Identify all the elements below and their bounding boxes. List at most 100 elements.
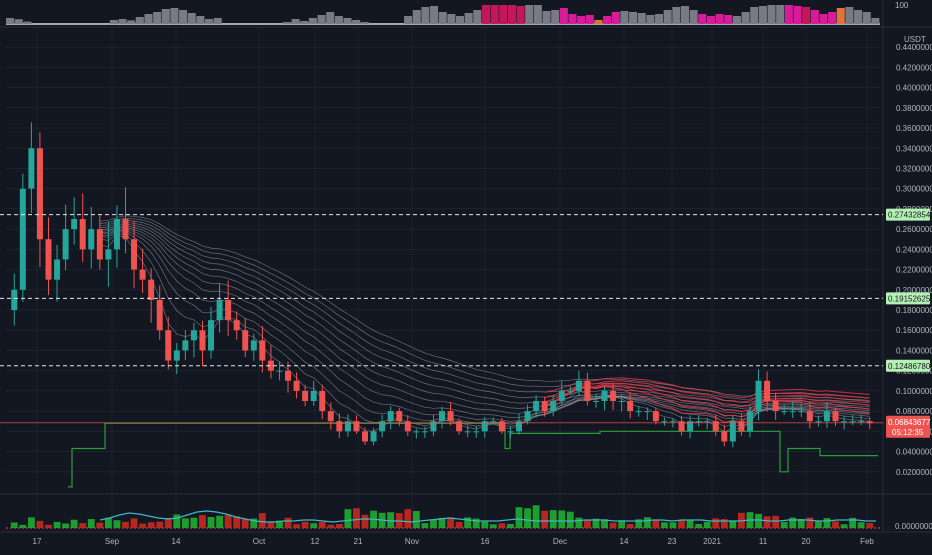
top-panel-bar — [646, 15, 655, 24]
candle-body — [267, 360, 274, 371]
time-axis-label: 14 — [620, 537, 629, 546]
volume-bar — [10, 522, 18, 528]
volume-bar — [181, 518, 189, 528]
volume-bar — [62, 523, 70, 528]
volume-bar — [806, 517, 814, 528]
top-panel-bar — [205, 19, 214, 24]
volume-bar — [130, 518, 138, 528]
top-panel-bar — [871, 18, 880, 24]
time-axis-label: 20 — [802, 537, 811, 546]
volume-bar — [250, 518, 258, 528]
top-panel-bar — [758, 6, 767, 24]
top-panel-bar — [611, 12, 620, 24]
volume-bar — [789, 517, 797, 528]
candle-body — [464, 431, 471, 433]
top-panel-bar — [438, 12, 447, 24]
candle-body — [456, 421, 463, 432]
volume-bar — [447, 517, 454, 528]
candle-body — [858, 421, 865, 423]
candle-body — [28, 148, 35, 189]
candle-body — [755, 380, 762, 412]
time-axis-label: 23 — [668, 537, 677, 546]
top-panel-bar — [516, 6, 525, 24]
volume-bar — [361, 514, 369, 528]
volume-bar — [660, 522, 668, 528]
ma-ribbon-red-line — [544, 382, 870, 408]
volume-indicator-panel — [6, 505, 880, 529]
volume-bar — [207, 516, 215, 528]
time-axis-label: 21 — [354, 537, 363, 546]
top-panel-bar — [404, 16, 413, 24]
candle-body — [11, 289, 18, 311]
candle-body — [584, 380, 591, 402]
candle-body — [627, 401, 634, 412]
top-panel-bar — [542, 11, 551, 24]
top-panel-bar — [767, 5, 776, 24]
volume-bar — [643, 517, 651, 528]
top-panel-bar — [118, 19, 127, 24]
volume-bar — [703, 521, 711, 528]
top-panel-bar — [741, 12, 750, 24]
volume-bar — [139, 523, 147, 528]
top-panel-bar — [109, 20, 118, 24]
top-panel-bar — [594, 20, 603, 24]
top-panel-bar — [672, 7, 681, 24]
candle-body — [738, 421, 745, 432]
volume-bar — [489, 524, 497, 528]
candle-body — [524, 411, 531, 422]
volume-bar — [438, 517, 446, 528]
candle-body — [122, 219, 129, 240]
candle-body — [575, 380, 582, 391]
volume-bar — [626, 523, 634, 528]
candle-body — [362, 431, 369, 442]
current-price-tag — [886, 415, 930, 438]
time-axis-label: 11 — [759, 537, 768, 546]
candle-body — [310, 390, 317, 402]
candle-body — [319, 390, 326, 412]
volume-bar — [772, 515, 780, 528]
ma-ribbon-red-line — [544, 384, 870, 413]
candle-body — [353, 421, 360, 432]
top-panel-bar — [282, 22, 291, 24]
volume-bar — [19, 524, 27, 528]
volume-bar — [335, 523, 343, 528]
candle-body — [259, 340, 266, 361]
top-panel-bar — [724, 15, 733, 24]
top-panel-bar — [300, 21, 309, 24]
volume-bar — [686, 520, 694, 528]
volume-bar — [678, 520, 685, 528]
top-panel-bar — [455, 16, 465, 24]
candle-body — [156, 299, 163, 331]
volume-bar — [498, 523, 506, 528]
candle-body — [216, 299, 223, 321]
top-panel-bar — [533, 5, 542, 24]
candle-body — [404, 421, 411, 432]
candle-body — [823, 411, 830, 422]
candle-body — [139, 269, 146, 280]
candles — [11, 122, 873, 448]
volume-bar — [532, 505, 540, 528]
indicator-axis-tick: 0.00000000 — [895, 522, 932, 531]
candle-body — [421, 431, 428, 433]
volume-bar — [472, 518, 480, 528]
top-panel-bar — [706, 16, 715, 24]
indicator-line — [99, 510, 876, 523]
top-panel-bar — [127, 20, 136, 24]
top-panel-bar — [793, 6, 802, 24]
candle-body — [225, 299, 232, 321]
volume-bar — [147, 522, 155, 528]
top-panel-bar — [559, 8, 568, 24]
top-panel-bar — [135, 17, 144, 24]
time-axis[interactable]: 17 Sep 14 Oct 12 21 Nov 16 Dec 14 23 2021 11 20 Feb — [33, 537, 875, 546]
candle-body — [601, 390, 608, 402]
top-panel-bar — [525, 5, 534, 24]
volume-bar — [293, 524, 300, 528]
